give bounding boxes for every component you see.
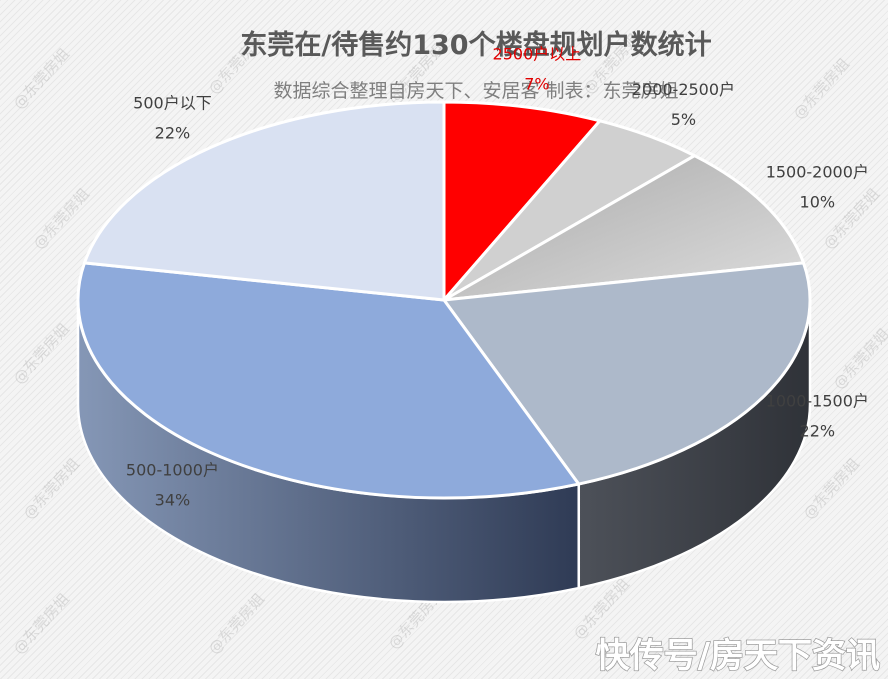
source-tag: 快传号/房天下资讯 (596, 636, 880, 676)
watermark-text: @东莞房姐 (30, 185, 94, 253)
slice-label-pct-1: 5% (671, 110, 696, 129)
slice-label-name-4: 500-1000户 (126, 460, 219, 479)
chart-title: 东莞在/待售约130个楼盘规划户数统计 (240, 29, 711, 61)
pie-slices (76, 100, 812, 500)
slice-2 (442, 154, 806, 302)
watermark-text: @东莞房姐 (830, 325, 888, 393)
watermark-text: @东莞房姐 (10, 590, 74, 658)
watermark-text: @东莞房姐 (790, 55, 854, 123)
chart-subtitle: 数据综合整理自房天下、安居客 制表：东莞房姐 (273, 80, 678, 102)
slice-3 (442, 261, 812, 486)
slice-label-pct-3: 22% (800, 422, 836, 441)
watermark-text: @东莞房姐 (10, 320, 74, 388)
slice-label-name-0: 2500户以上 (493, 45, 582, 64)
slice-label-pct-0: 7% (524, 75, 549, 94)
watermark-text: @东莞房姐 (205, 590, 269, 658)
slice-0 (442, 100, 602, 302)
slice-4 (76, 261, 581, 500)
slice-5 (82, 100, 446, 302)
slice-labels: 2500户以上 7% 2000-2500户 5% 1500-2000户 10% 1000-1… (126, 45, 869, 510)
slice-label-pct-5: 22% (155, 124, 191, 143)
slice-label-pct-4: 34% (155, 490, 191, 509)
slice-label-pct-2: 10% (800, 192, 836, 211)
slice-label-name-5: 500户以下 (133, 94, 212, 113)
slice-label-name-1: 2000-2500户 (632, 80, 735, 99)
watermark-text: @东莞房姐 (20, 455, 84, 523)
watermark-text: @东莞房姐 (10, 45, 74, 113)
slice-label-name-2: 1500-2000户 (766, 162, 869, 181)
watermark-text: @东莞房姐 (800, 455, 864, 523)
slice-label-name-3: 1000-1500户 (766, 392, 869, 411)
